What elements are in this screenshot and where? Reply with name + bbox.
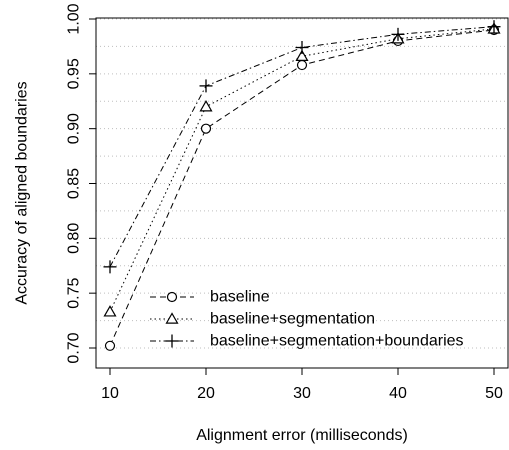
legend-item: baseline+segmentation [150, 311, 375, 328]
x-axis: 10 20 30 40 50 [101, 368, 503, 402]
data-point [487, 20, 501, 34]
data-point [295, 49, 309, 62]
x-tick-label: 40 [389, 385, 407, 402]
data-point [103, 305, 117, 317]
data-point [391, 27, 405, 41]
x-tick-label: 30 [293, 385, 311, 402]
legend-item: baseline+segmentation+boundaries [150, 333, 464, 350]
y-tick-label: 0.95 [66, 58, 83, 89]
legend-item: baseline [150, 289, 270, 306]
y-tick-label: 0.85 [66, 168, 83, 199]
legend-label: baseline+segmentation+boundaries [210, 333, 464, 350]
data-point [199, 100, 213, 112]
data-point [200, 123, 212, 134]
data-point [295, 41, 309, 55]
legend-marker [165, 334, 179, 348]
x-tick-label: 20 [197, 385, 215, 402]
legend-marker [165, 312, 179, 324]
data-point [296, 59, 308, 71]
series-group [103, 20, 501, 351]
x-tick-label: 50 [485, 385, 503, 402]
y-tick-label: 1.00 [66, 3, 83, 34]
y-tick-label: 0.90 [66, 113, 83, 144]
x-tick-label: 10 [101, 385, 119, 402]
grid-lines [96, 18, 508, 349]
legend: baseline baseline+segmentation baseline+se… [150, 289, 464, 350]
y-tick-label: 0.75 [66, 277, 83, 308]
legend-label: baseline [210, 289, 270, 306]
series-2 [103, 22, 501, 317]
series-line [109, 26, 495, 268]
y-axis: 0.70 0.75 0.80 0.85 0.90 0.95 1.00 [66, 3, 96, 364]
legend-marker [166, 291, 178, 303]
y-tick-label: 0.80 [66, 223, 83, 254]
legend-label: baseline+segmentation [210, 311, 375, 328]
series-3 [103, 20, 501, 274]
y-tick-label: 0.70 [66, 332, 83, 363]
data-point [103, 260, 117, 274]
data-point [199, 79, 213, 93]
data-point [104, 340, 116, 351]
y-axis-label: Accuracy of aligned boundaries [14, 81, 31, 304]
x-axis-label: Alignment error (milliseconds) [196, 427, 408, 444]
series-line [109, 28, 495, 313]
